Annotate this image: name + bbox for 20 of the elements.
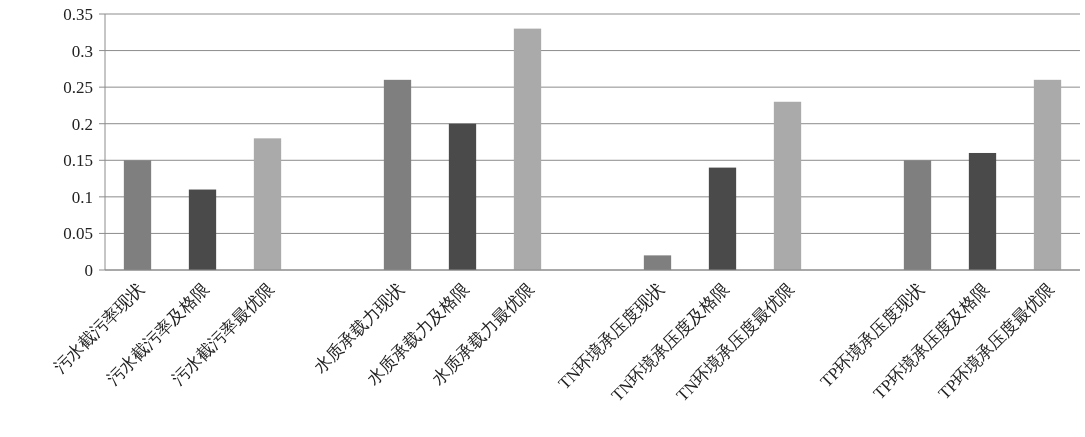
bar xyxy=(708,167,737,270)
bar xyxy=(968,152,997,270)
bar xyxy=(188,189,217,270)
y-tick-label: 0.35 xyxy=(63,5,93,24)
bar xyxy=(773,101,802,270)
bar xyxy=(253,138,282,270)
bar xyxy=(513,28,542,270)
y-tick-label: 0 xyxy=(84,261,93,280)
bar xyxy=(123,160,152,270)
y-tick-label: 0.15 xyxy=(63,151,93,171)
y-tick-label: 0.2 xyxy=(71,114,93,134)
y-tick-label: 0.3 xyxy=(71,41,93,61)
bar xyxy=(903,160,932,270)
bar xyxy=(448,123,477,270)
bar xyxy=(1033,79,1062,270)
y-tick-label: 0.05 xyxy=(63,224,93,244)
bar xyxy=(643,255,672,270)
bar xyxy=(383,79,412,270)
y-tick-label: 0.25 xyxy=(63,78,93,98)
y-tick-label: 0.1 xyxy=(71,187,93,207)
